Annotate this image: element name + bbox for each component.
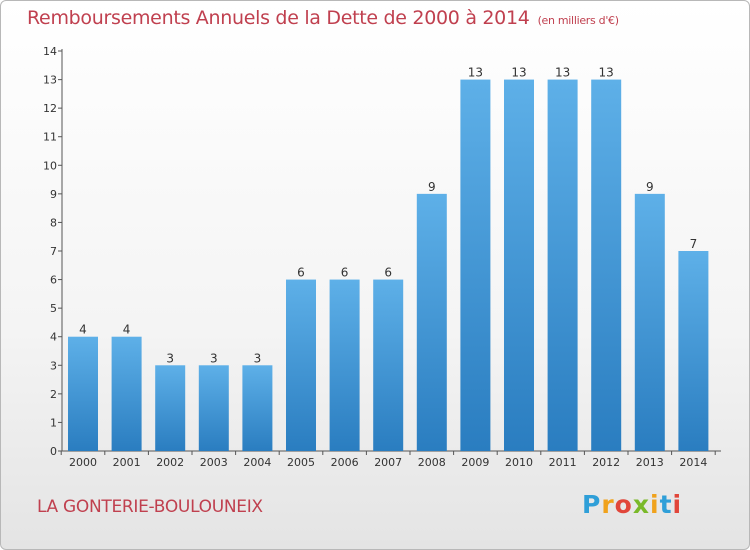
x-tick-label: 2001 [113, 456, 141, 469]
y-tick-label: 4 [50, 331, 57, 344]
labels: 0123456789101112131420004200142002320033… [43, 45, 707, 469]
x-tick-label: 2002 [156, 456, 184, 469]
bar [416, 193, 447, 451]
data-label: 13 [468, 66, 483, 80]
logo-letter: i [650, 490, 660, 519]
bar [547, 79, 578, 452]
x-tick-label: 2003 [200, 456, 228, 469]
data-label: 9 [646, 180, 654, 194]
bar [329, 279, 360, 451]
y-tick-label: 12 [43, 102, 57, 115]
commune-name: LA GONTERIE-BOULOUNEIX [37, 497, 263, 517]
bars [68, 79, 709, 452]
x-tick-label: 2009 [461, 456, 489, 469]
bar [504, 79, 534, 452]
data-label: 6 [297, 266, 305, 280]
chart-unit: (en milliers d'€) [537, 14, 619, 27]
data-label: 4 [79, 323, 87, 337]
bar [198, 365, 229, 451]
chart-title-text: Remboursements Annuels de la Dette de 20… [27, 7, 530, 29]
data-label: 9 [428, 180, 436, 194]
data-label: 6 [341, 266, 349, 280]
data-label: 3 [166, 351, 174, 365]
y-tick-label: 7 [50, 245, 57, 258]
x-tick-label: 2012 [592, 456, 620, 469]
logo-letter: t [659, 490, 673, 519]
data-label: 13 [599, 66, 614, 80]
y-tick-label: 10 [43, 159, 57, 172]
data-label: 13 [555, 66, 570, 80]
y-tick-label: 6 [50, 274, 57, 287]
logo-letter: i [672, 490, 683, 519]
y-tick-label: 0 [50, 445, 57, 458]
x-tick-label: 2004 [243, 456, 271, 469]
logo-letter: r [601, 490, 615, 519]
data-label: 4 [123, 323, 131, 337]
data-label: 6 [384, 266, 392, 280]
x-tick-label: 2013 [636, 456, 664, 469]
bar [155, 365, 186, 451]
y-tick-label: 8 [50, 216, 57, 229]
data-label: 3 [210, 351, 218, 365]
logo-letter: x [632, 490, 650, 519]
bar [678, 251, 709, 451]
x-tick-label: 2008 [418, 456, 446, 469]
bar [460, 79, 491, 452]
logo-letter: o [614, 490, 633, 519]
x-tick-label: 2014 [679, 456, 707, 469]
logo-letter: P [582, 490, 602, 519]
bar [634, 193, 665, 451]
x-tick-label: 2005 [287, 456, 315, 469]
data-label: 3 [254, 351, 262, 365]
bar [286, 279, 316, 451]
chart-title: Remboursements Annuels de la Dette de 20… [27, 7, 619, 29]
y-tick-label: 3 [50, 359, 57, 372]
x-tick-label: 2010 [505, 456, 533, 469]
bar [111, 336, 142, 451]
bar [373, 279, 404, 451]
x-tick-label: 2000 [69, 456, 97, 469]
x-tick-label: 2007 [374, 456, 402, 469]
x-tick-label: 2011 [549, 456, 577, 469]
proxiti-logo: Proxiti [582, 490, 682, 519]
y-tick-label: 13 [43, 74, 57, 87]
x-tick-label: 2006 [331, 456, 359, 469]
bar [591, 79, 622, 452]
data-label: 7 [690, 237, 698, 251]
y-tick-label: 2 [50, 388, 57, 401]
y-tick-label: 11 [43, 131, 57, 144]
bar [68, 336, 98, 451]
data-label: 13 [511, 66, 526, 80]
y-tick-label: 9 [50, 188, 57, 201]
y-tick-label: 1 [50, 416, 57, 429]
y-tick-label: 5 [50, 302, 57, 315]
bar [242, 365, 273, 451]
y-tick-label: 14 [43, 45, 57, 58]
